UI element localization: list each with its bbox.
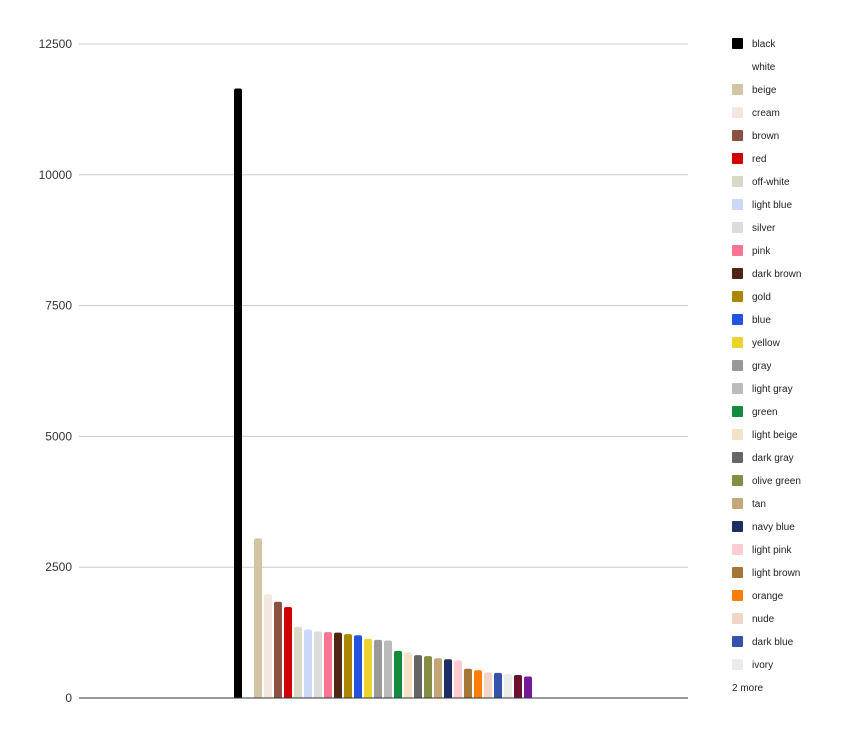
legend-label-tan: tan	[752, 499, 766, 510]
y-tick-label: 7500	[45, 299, 72, 313]
bar-gold	[344, 634, 352, 698]
legend-label-navy-blue: navy blue	[752, 522, 795, 533]
bar-brown	[274, 601, 282, 698]
legend-swatch-silver	[732, 222, 743, 233]
y-axis: 0 2500 5000 7500 10000 12500	[39, 37, 73, 705]
legend-label-white: white	[751, 62, 776, 73]
legend-swatch-navy-blue	[732, 521, 743, 532]
legend-label-dark-brown: dark brown	[752, 269, 801, 280]
y-tick-label: 2500	[45, 560, 72, 574]
legend-swatch-yellow	[732, 337, 743, 348]
legend-label-black: black	[752, 39, 776, 50]
legend-label-blue: blue	[752, 315, 771, 326]
legend-swatch-black	[732, 38, 743, 49]
legend-swatch-orange	[732, 590, 743, 601]
legend-label-light-beige: light beige	[752, 430, 798, 441]
legend-swatch-dark-gray	[732, 452, 743, 463]
bar-burgundy	[514, 674, 522, 698]
bar-light-pink	[454, 660, 462, 698]
bar-navy-blue	[444, 659, 452, 698]
legend-swatch-light-pink	[732, 544, 743, 555]
bar-light-blue	[304, 629, 312, 698]
bar-cream	[264, 594, 272, 698]
legend-swatch-gold	[732, 291, 743, 302]
bar-light-beige	[404, 652, 412, 698]
bar-nude	[484, 672, 492, 698]
legend-label-light-brown: light brown	[752, 568, 800, 579]
legend-label-gold: gold	[752, 292, 771, 303]
legend-swatch-off-white	[732, 176, 743, 187]
legend-label-red: red	[752, 154, 766, 165]
y-tick-label: 10000	[39, 168, 73, 182]
bar-purple	[524, 676, 532, 698]
legend-label-pink: pink	[752, 246, 771, 257]
y-tick-label: 0	[65, 691, 72, 705]
bar-off-white	[294, 626, 302, 698]
bar-pink	[324, 632, 332, 698]
bar-dark-brown	[334, 632, 342, 698]
legend-label-cream: cream	[752, 108, 780, 119]
legend-label-beige: beige	[752, 85, 777, 96]
bar-silver	[314, 631, 322, 698]
legend-swatch-dark-blue	[732, 636, 743, 647]
legend-more-label: 2 more	[732, 683, 764, 694]
legend-label-ivory: ivory	[752, 660, 773, 671]
legend-swatch-olive-green	[732, 475, 743, 486]
legend-swatch-dark-brown	[732, 268, 743, 279]
bar-ivory	[504, 673, 512, 698]
legend-label-brown: brown	[752, 131, 779, 142]
legend-label-dark-gray: dark gray	[752, 453, 794, 464]
legend-swatch-light-gray	[732, 383, 743, 394]
legend-label-green: green	[752, 407, 778, 418]
legend-label-yellow: yellow	[752, 338, 781, 349]
legend-label-dark-blue: dark blue	[752, 637, 794, 648]
legend-label-orange: orange	[752, 591, 784, 602]
bar-tan	[434, 658, 442, 698]
legend-swatch-gray	[732, 360, 743, 371]
bar-light-brown	[464, 668, 472, 698]
legend-swatch-red	[732, 153, 743, 164]
bar-red	[284, 606, 292, 698]
legend-label-gray: gray	[752, 361, 771, 372]
bar-black	[234, 88, 242, 699]
legend-label-light-blue: light blue	[752, 200, 792, 211]
bar-beige	[254, 538, 262, 698]
legend: black white beige cream brown red off-white lig…	[732, 38, 801, 694]
legend-swatch-nude	[732, 613, 743, 624]
bar-light-gray	[384, 640, 392, 698]
y-tick-label: 12500	[39, 37, 73, 51]
bar-orange	[474, 670, 482, 698]
legend-swatch-blue	[732, 314, 743, 325]
legend-label-silver: silver	[752, 223, 776, 234]
legend-swatch-cream	[732, 107, 743, 118]
legend-swatch-pink	[732, 245, 743, 256]
legend-swatch-ivory	[732, 659, 743, 670]
legend-label-nude: nude	[752, 614, 775, 625]
bar-green	[394, 650, 402, 698]
legend-swatch-light-brown	[732, 567, 743, 578]
gridlines	[79, 43, 688, 568]
legend-swatch-white	[732, 61, 743, 72]
legend-label-olive-green: olive green	[752, 476, 801, 487]
bar-olive-green	[424, 656, 432, 698]
legend-swatch-light-beige	[732, 429, 743, 440]
bar-gray	[374, 639, 382, 698]
bar-blue	[354, 635, 362, 698]
legend-swatch-tan	[732, 498, 743, 509]
bar-yellow	[364, 638, 372, 698]
bars	[234, 88, 532, 699]
legend-label-off-white: off-white	[752, 177, 790, 188]
legend-swatch-light-blue	[732, 199, 743, 210]
bar-dark-gray	[414, 655, 422, 698]
bar-dark-blue	[494, 672, 502, 698]
y-tick-label: 5000	[45, 429, 72, 443]
legend-swatch-brown	[732, 130, 743, 141]
legend-label-light-pink: light pink	[752, 545, 792, 556]
legend-swatch-beige	[732, 84, 743, 95]
legend-swatch-green	[732, 406, 743, 417]
legend-label-light-gray: light gray	[752, 384, 793, 395]
